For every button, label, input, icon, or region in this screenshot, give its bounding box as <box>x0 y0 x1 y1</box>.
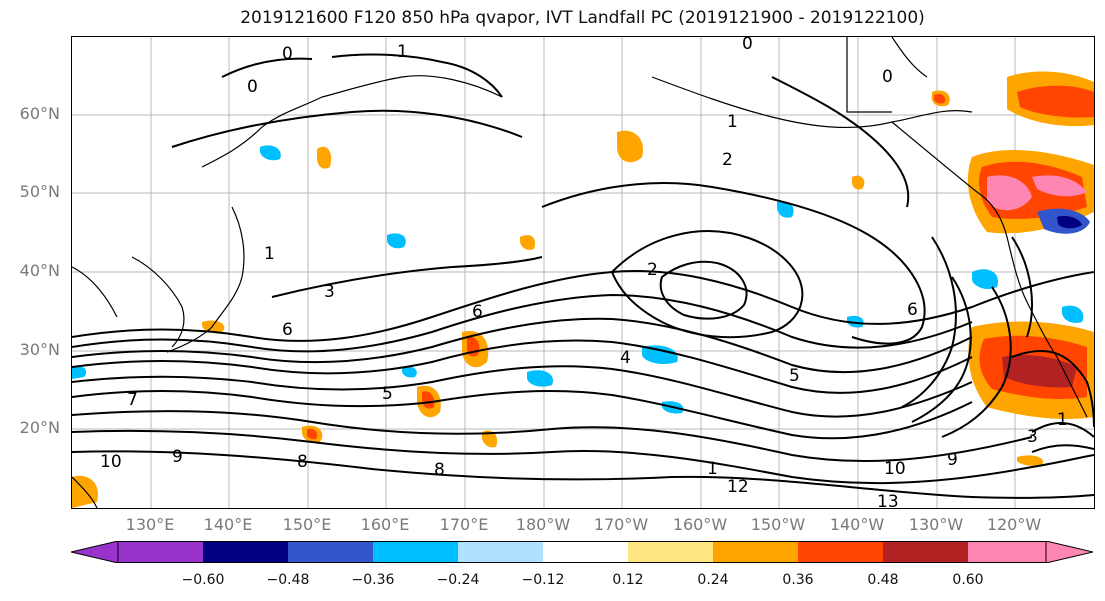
contour-label: 6 <box>282 320 293 340</box>
contour-label: 1 <box>1057 410 1068 430</box>
colorbar-tick: −0.48 <box>266 572 310 588</box>
contour-label: 8 <box>434 460 445 480</box>
colorbar-extend-low <box>71 541 119 563</box>
contour-label: 0 <box>282 44 293 64</box>
lon-label: 120°W <box>986 515 1042 534</box>
contour-label: 1 <box>397 42 408 62</box>
lon-label: 140°E <box>203 515 253 534</box>
colorbar-segment <box>288 541 373 563</box>
contour-label: 12 <box>727 477 749 497</box>
contour-label: 6 <box>907 300 918 320</box>
contour-label: 9 <box>947 450 958 470</box>
contour-label: 10 <box>884 459 906 479</box>
colorbar-segment <box>628 541 713 563</box>
colorbar-tick: 0.48 <box>867 572 899 588</box>
lat-label: 50°N <box>19 182 60 201</box>
lon-label: 150°W <box>750 515 806 534</box>
contour-label: 7 <box>127 390 138 410</box>
contour-label: 0 <box>247 77 258 97</box>
contour-label: 6 <box>472 302 483 322</box>
colorbar-tick: −0.12 <box>521 572 565 588</box>
map-title: 2019121600 F120 850 hPa qvapor, IVT Land… <box>240 8 925 28</box>
colorbar-segment <box>883 541 968 563</box>
lat-label: 30°N <box>19 340 60 359</box>
contour-label: 0 <box>742 37 753 54</box>
colorbar-tick: −0.36 <box>351 572 395 588</box>
contour-label: 5 <box>789 366 800 386</box>
colorbar-segment <box>798 541 883 563</box>
colorbar-segment <box>118 541 203 563</box>
contour-label: 4 <box>620 348 631 368</box>
lon-label: 140°W <box>829 515 885 534</box>
lon-label: 160°W <box>672 515 728 534</box>
colorbar-tick: 0.60 <box>952 572 984 588</box>
contours <box>72 53 1094 499</box>
contour-label: 1 <box>727 112 738 132</box>
map-panel: 0 1 0 0 0 1 1 2 2 3 6 6 4 5 5 6 7 8 8 9 … <box>71 36 1095 509</box>
lon-label: 160°E <box>360 515 410 534</box>
colorbar-segment <box>203 541 288 563</box>
contour-label: 1 <box>707 459 718 479</box>
lon-label: 170°W <box>593 515 649 534</box>
contour-label: 0 <box>882 67 893 87</box>
lat-label: 60°N <box>19 104 60 123</box>
lon-label: 150°E <box>282 515 332 534</box>
contour-label: 10 <box>100 452 122 472</box>
map-canvas: 0 1 0 0 0 1 1 2 2 3 6 6 4 5 5 6 7 8 8 9 … <box>72 37 1094 508</box>
colorbar-segment <box>373 541 458 563</box>
colorbar-segment <box>543 541 628 563</box>
colorbar-segment <box>968 541 1046 563</box>
contour-label: 2 <box>722 150 733 170</box>
colorbar-segment <box>458 541 543 563</box>
colorbar-segment <box>713 541 798 563</box>
colorbar-tick: −0.60 <box>181 572 225 588</box>
lon-label: 170°E <box>439 515 489 534</box>
contour-label: 1 <box>264 244 275 264</box>
colorbar-tick: −0.24 <box>436 572 480 588</box>
lat-label: 40°N <box>19 261 60 280</box>
contour-label: 3 <box>324 282 335 302</box>
contour-label: 9 <box>172 447 183 467</box>
colorbar-tick: 0.24 <box>697 572 729 588</box>
colorbar-tick: 0.36 <box>782 572 814 588</box>
shading-positive <box>72 71 1094 508</box>
lon-label: 130°W <box>908 515 964 534</box>
contour-label: 8 <box>297 452 308 472</box>
contour-label: 13 <box>877 492 899 508</box>
lat-label: 20°N <box>19 418 60 437</box>
colorbar-extend-high <box>1045 541 1093 563</box>
gridlines <box>72 37 1094 508</box>
contour-label: 2 <box>647 260 658 280</box>
coastlines <box>72 37 1088 508</box>
contour-label: 3 <box>1027 427 1038 447</box>
colorbar <box>71 541 1093 563</box>
contour-label: 5 <box>382 384 393 404</box>
colorbar-tick: 0.12 <box>612 572 644 588</box>
lon-label: 130°E <box>125 515 175 534</box>
shading-negative <box>72 145 1090 414</box>
contour-labels: 0 1 0 0 0 1 1 2 2 3 6 6 4 5 5 6 7 8 8 9 … <box>100 37 1068 508</box>
lon-label: 180°W <box>515 515 571 534</box>
